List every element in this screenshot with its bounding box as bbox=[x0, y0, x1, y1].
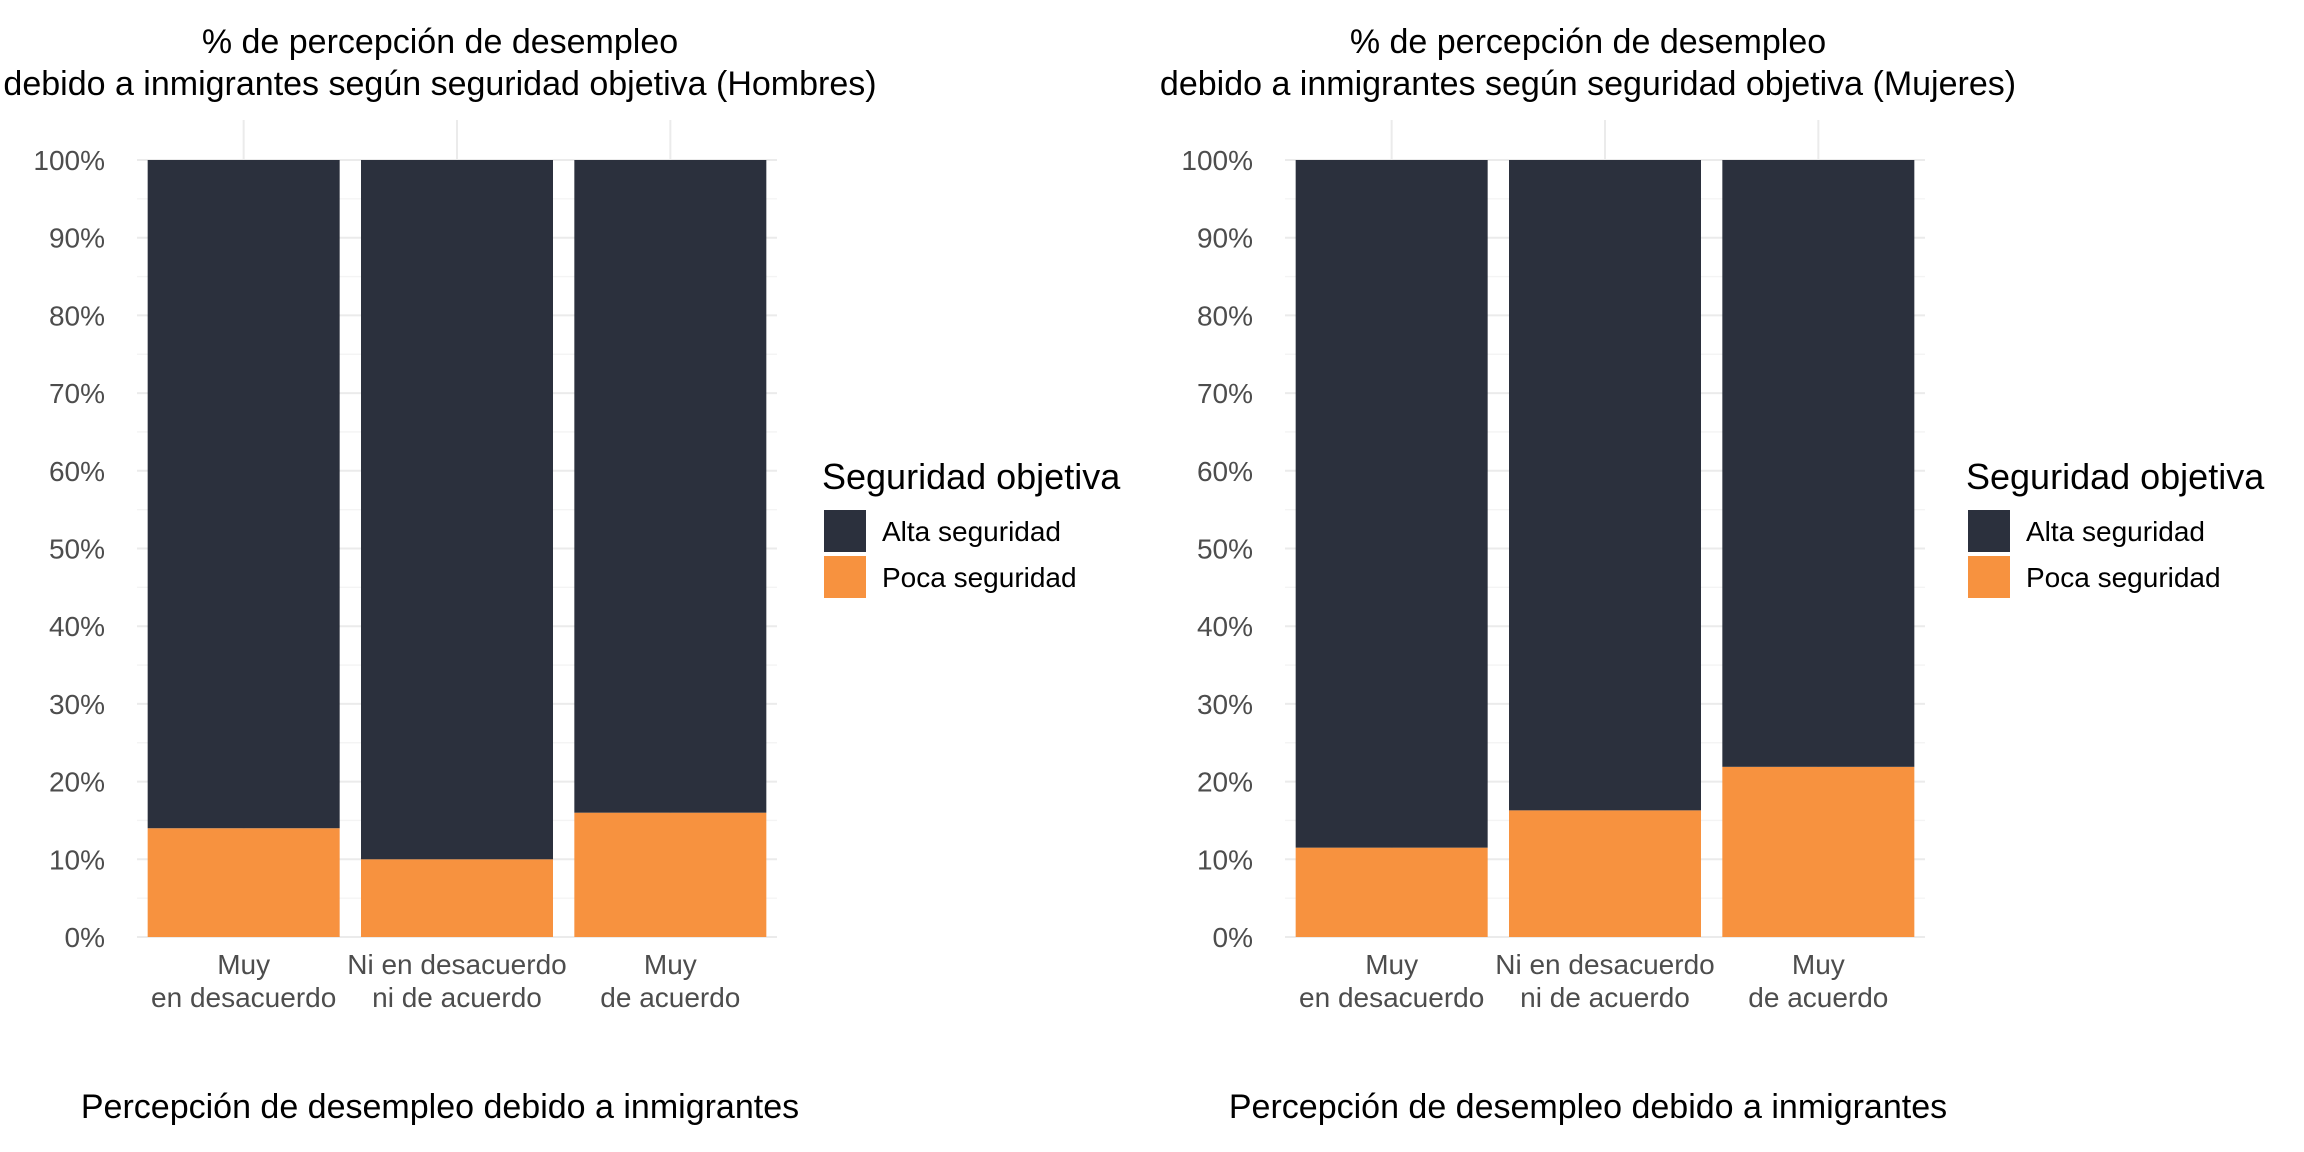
bar-alta-seguridad bbox=[361, 160, 553, 860]
y-tick-label: 50% bbox=[1197, 534, 1253, 565]
bar-poca-seguridad bbox=[1295, 847, 1488, 937]
x-tick-label: Ni en desacuerdo bbox=[347, 949, 566, 980]
bar-alta-seguridad bbox=[574, 160, 767, 813]
legend-title: Seguridad objetiva bbox=[1966, 456, 2265, 497]
x-tick-label: Muy bbox=[1365, 949, 1418, 980]
legend-key-swatch bbox=[1968, 510, 2010, 552]
y-tick-label: 60% bbox=[1197, 456, 1253, 487]
legend-label: Alta seguridad bbox=[882, 516, 1061, 547]
legend: Seguridad objetiva Alta seguridad Poca seg… bbox=[1966, 456, 2265, 598]
x-tick-label: en desacuerdo bbox=[151, 982, 336, 1013]
y-tick-label: 80% bbox=[1197, 300, 1253, 331]
y-tick-label: 40% bbox=[1197, 611, 1253, 642]
y-tick-label: 80% bbox=[49, 300, 105, 331]
x-tick-label: Ni en desacuerdo bbox=[1495, 949, 1714, 980]
x-tick-label: Muy bbox=[1792, 949, 1845, 980]
y-tick-label: 50% bbox=[49, 534, 105, 565]
y-tick-label: 40% bbox=[49, 611, 105, 642]
chart-title: debido a inmigrantes según seguridad obj… bbox=[3, 65, 876, 103]
chart-title: debido a inmigrantes según seguridad obj… bbox=[1160, 65, 2016, 103]
x-axis-label: Percepción de desempleo debido a inmigra… bbox=[81, 1088, 799, 1126]
x-tick-label: en desacuerdo bbox=[1299, 982, 1484, 1013]
chart-title: % de percepción de desempleo bbox=[1350, 23, 1826, 61]
legend-label: Alta seguridad bbox=[2026, 516, 2205, 547]
y-tick-label: 90% bbox=[1197, 223, 1253, 254]
bar-poca-seguridad bbox=[147, 828, 340, 937]
bar-alta-seguridad bbox=[1509, 160, 1701, 811]
legend-title: Seguridad objetiva bbox=[822, 456, 1121, 497]
y-tick-label: 30% bbox=[49, 689, 105, 720]
x-tick-label: de acuerdo bbox=[600, 982, 740, 1013]
bar-poca-seguridad bbox=[1509, 810, 1701, 937]
bar-poca-seguridad bbox=[1722, 766, 1915, 937]
y-tick-label: 60% bbox=[49, 456, 105, 487]
y-tick-label: 20% bbox=[1197, 767, 1253, 798]
legend-label: Poca seguridad bbox=[2026, 562, 2221, 593]
legend-key-swatch bbox=[824, 556, 866, 598]
x-tick-label: ni de acuerdo bbox=[1520, 982, 1690, 1013]
y-tick-label: 0% bbox=[1213, 922, 1253, 953]
bar-alta-seguridad bbox=[1295, 160, 1488, 848]
y-tick-label: 100% bbox=[1181, 145, 1253, 176]
y-tick-label: 30% bbox=[1197, 689, 1253, 720]
y-tick-label: 70% bbox=[49, 378, 105, 409]
chart-title: % de percepción de desempleo bbox=[202, 23, 678, 61]
legend-key-swatch bbox=[824, 510, 866, 552]
x-tick-label: de acuerdo bbox=[1748, 982, 1888, 1013]
y-tick-label: 10% bbox=[1197, 844, 1253, 875]
x-tick-label: Muy bbox=[644, 949, 697, 980]
x-axis-label: Percepción de desempleo debido a inmigra… bbox=[1229, 1088, 1947, 1126]
bar-poca-seguridad bbox=[574, 812, 767, 937]
legend: Seguridad objetiva Alta seguridad Poca seg… bbox=[822, 456, 1121, 598]
y-tick-label: 70% bbox=[1197, 378, 1253, 409]
x-tick-label: ni de acuerdo bbox=[372, 982, 542, 1013]
bar-poca-seguridad bbox=[361, 859, 553, 937]
legend-label: Poca seguridad bbox=[882, 562, 1077, 593]
legend-key-swatch bbox=[1968, 556, 2010, 598]
bar-alta-seguridad bbox=[147, 160, 340, 829]
bar-alta-seguridad bbox=[1722, 160, 1915, 767]
y-tick-label: 0% bbox=[65, 922, 105, 953]
y-tick-label: 100% bbox=[33, 145, 105, 176]
y-tick-label: 10% bbox=[49, 844, 105, 875]
y-tick-label: 90% bbox=[49, 223, 105, 254]
y-tick-label: 20% bbox=[49, 767, 105, 798]
x-tick-label: Muy bbox=[217, 949, 270, 980]
